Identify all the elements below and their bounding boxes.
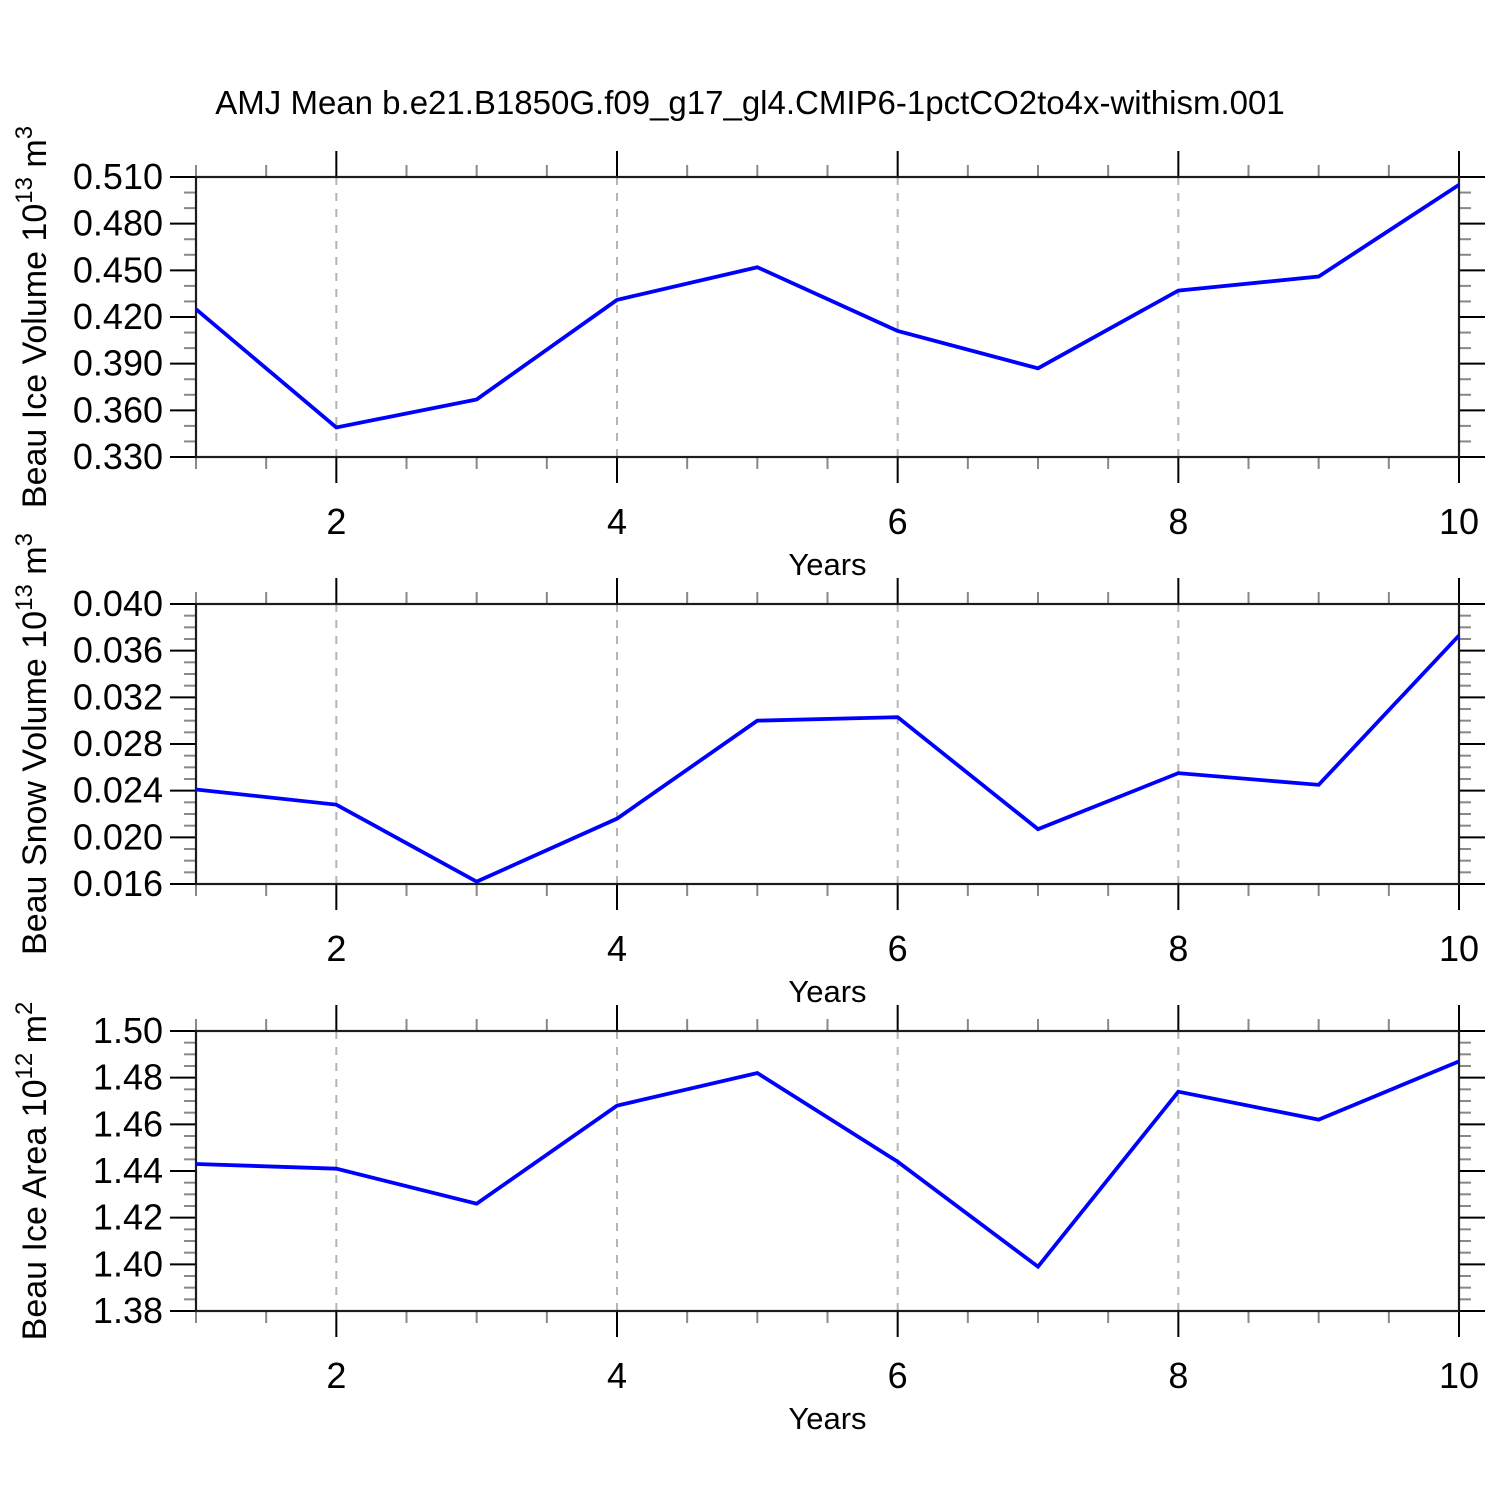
y-axis-title: Beau Ice Volume 1013 m3 xyxy=(11,126,54,508)
chart-panel-beau-ice-area: 1.50 1.48 1.46 1.44 1.42 1.40 1.38 2 4 6 8 10 Years B… xyxy=(11,1002,1485,1436)
x-tick-label: 6 xyxy=(888,928,908,969)
x-tick-label: 4 xyxy=(607,928,627,969)
y-tick-label: 0.024 xyxy=(73,770,163,811)
y-tick-label: 1.38 xyxy=(93,1290,163,1331)
y-tick-label: 0.028 xyxy=(73,723,163,764)
x-tick-label: 8 xyxy=(1168,928,1188,969)
y-axis-title: Beau Ice Area 1012 m2 xyxy=(11,1002,54,1341)
x-axis-title: Years xyxy=(788,547,866,582)
x-tick-label: 2 xyxy=(326,928,346,969)
y-tick-label: 0.016 xyxy=(73,863,163,904)
y-tick-label: 0.330 xyxy=(73,436,163,477)
x-tick-label: 6 xyxy=(888,1355,908,1396)
y-tick-label: 0.510 xyxy=(73,156,163,197)
data-line-beau-ice-volume xyxy=(194,183,1461,430)
chart-panel-beau-snow-volume: 0.040 0.036 0.032 0.028 0.024 0.020 0.016 2 4 6 8 1… xyxy=(11,533,1485,1009)
x-tick-label: 4 xyxy=(607,501,627,542)
x-tick-label: 2 xyxy=(326,501,346,542)
x-tick-label: 8 xyxy=(1168,1355,1188,1396)
x-axis-title: Years xyxy=(788,1401,866,1436)
y-tick-label: 0.040 xyxy=(73,583,163,624)
y-tick-label: 0.480 xyxy=(73,203,163,244)
y-tick-label: 1.48 xyxy=(93,1057,163,1098)
axis-frame xyxy=(194,1029,1461,1313)
y-tick-label: 1.42 xyxy=(93,1197,163,1238)
y-tick-label: 0.032 xyxy=(73,676,163,717)
chart-panel-beau-ice-volume: 0.510 0.480 0.450 0.420 0.390 0.360 0.330 2 4 6 8 1… xyxy=(11,126,1485,582)
axis-frame xyxy=(194,602,1461,886)
y-tick-label: 1.44 xyxy=(93,1150,163,1191)
y-tick-label: 0.020 xyxy=(73,816,163,857)
page-title: AMJ Mean b.e21.B1850G.f09_g17_gl4.CMIP6-… xyxy=(215,84,1284,121)
y-tick-label: 1.50 xyxy=(93,1010,163,1051)
data-line-beau-ice-area xyxy=(195,1059,1460,1270)
x-tick-label: 6 xyxy=(888,501,908,542)
x-tick-label: 8 xyxy=(1168,501,1188,542)
x-axis-title: Years xyxy=(788,974,866,1009)
x-tick-label: 10 xyxy=(1439,1355,1479,1396)
y-axis-title: Beau Snow Volume 1013 m3 xyxy=(11,533,54,955)
y-tick-label: 1.40 xyxy=(93,1243,163,1284)
data-line-beau-snow-volume xyxy=(195,634,1461,884)
y-tick-label: 0.036 xyxy=(73,630,163,671)
x-tick-label: 10 xyxy=(1439,928,1479,969)
x-tick-label: 10 xyxy=(1439,501,1479,542)
x-tick-label: 4 xyxy=(607,1355,627,1396)
y-tick-label: 1.46 xyxy=(93,1103,163,1144)
axis-frame xyxy=(194,175,1461,459)
y-tick-label: 0.420 xyxy=(73,296,163,337)
y-tick-label: 0.450 xyxy=(73,249,163,290)
y-tick-label: 0.390 xyxy=(73,343,163,384)
x-tick-label: 2 xyxy=(326,1355,346,1396)
y-tick-label: 0.360 xyxy=(73,389,163,430)
